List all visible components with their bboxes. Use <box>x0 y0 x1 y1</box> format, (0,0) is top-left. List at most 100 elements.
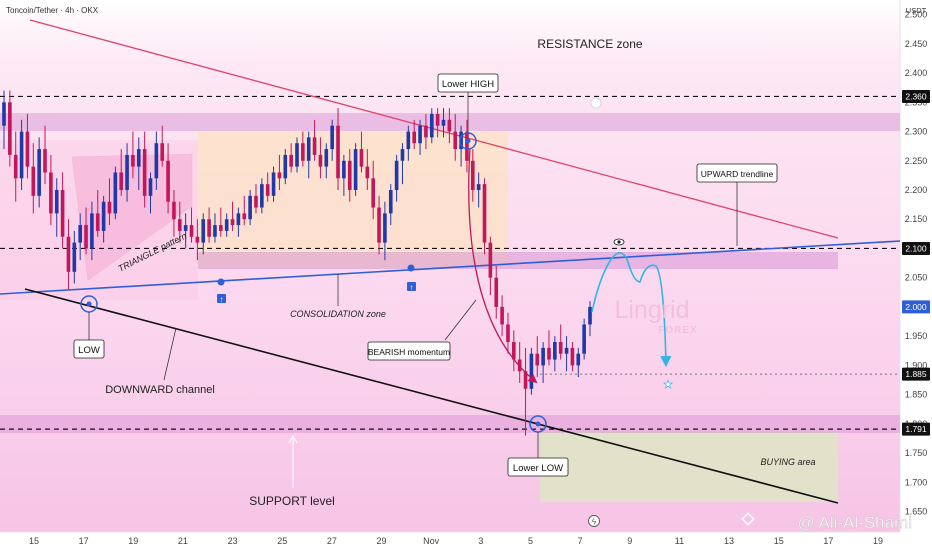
candle-body <box>488 242 493 278</box>
candle-body <box>429 114 434 138</box>
candle-body <box>547 347 551 360</box>
candle-body <box>424 125 428 138</box>
x-tick-label: 15 <box>774 536 784 546</box>
candle-body <box>136 149 141 167</box>
candle-body <box>154 143 159 179</box>
candle-body <box>512 342 516 360</box>
price-label: 2.000 <box>905 302 927 312</box>
candle-body <box>37 149 41 196</box>
x-axis: 15 17 19 21 23 25 27 29 Nov 3 5 7 9 11 13 15 17 19 <box>29 536 883 546</box>
price-label: 1.885 <box>905 369 927 379</box>
bearish-label-pointer <box>444 299 477 341</box>
candle-body <box>295 143 299 167</box>
svg-text:ϟ: ϟ <box>592 518 597 527</box>
upward-trendline-label-box <box>696 163 778 183</box>
author-watermark: @ Ali-Al-Shami <box>797 513 912 532</box>
candle-body <box>400 149 405 161</box>
candle-body <box>283 154 288 179</box>
candle-body <box>482 184 487 243</box>
candle-body <box>277 172 282 179</box>
price-label: 2.360 <box>905 91 927 101</box>
candle-body <box>353 149 358 190</box>
downward-channel-pointer <box>163 327 177 381</box>
author-logo-icon <box>741 512 755 526</box>
price-label-box <box>902 422 930 436</box>
candle-body <box>377 207 381 243</box>
candle-body <box>60 190 65 237</box>
support-level-label: SUPPORT level <box>249 494 335 508</box>
x-tick-label: Nov <box>423 536 440 546</box>
lingrid-logo: Lingrid <box>614 296 689 324</box>
candle-body <box>271 172 276 196</box>
candles <box>2 90 592 436</box>
support-arrowhead <box>288 434 298 444</box>
candle-body <box>49 172 53 214</box>
candle-body <box>312 137 317 155</box>
lower-high-marker <box>459 132 477 150</box>
candle-body <box>125 154 129 190</box>
candle-body <box>435 114 440 126</box>
candle-body <box>107 201 112 214</box>
resistance-trendline <box>29 19 839 239</box>
x-tick-label: 13 <box>724 536 734 546</box>
candle-body <box>324 149 329 167</box>
candle-body <box>342 160 346 179</box>
low-label-box <box>73 339 105 359</box>
candle-body <box>54 190 59 214</box>
y-tick-label: 2.050 <box>905 273 928 283</box>
candle-body <box>517 359 522 372</box>
candle-body <box>177 219 182 231</box>
x-tick-label: 5 <box>528 536 533 546</box>
x-tick-label: 3 <box>478 536 483 546</box>
candle-body <box>25 131 30 167</box>
candle-body <box>506 324 510 342</box>
up-arrow-icon-2 <box>407 282 416 291</box>
candle-body <box>330 125 334 150</box>
candle-body <box>131 154 135 167</box>
candle-body <box>336 125 340 179</box>
lightning-icon[interactable]: ϟ <box>588 515 600 527</box>
candle-body <box>248 195 252 220</box>
candle-body <box>172 201 176 220</box>
bearish-momentum-label: BEARISH momentum <box>368 347 450 357</box>
candle-body <box>306 137 311 161</box>
candle-body <box>494 277 499 307</box>
candle-body <box>72 242 77 272</box>
candle-body <box>19 131 24 179</box>
candle-body <box>453 131 458 150</box>
candle-body <box>195 236 200 243</box>
candle-body <box>242 213 247 220</box>
candle-body <box>564 347 569 354</box>
candle-body <box>394 160 399 190</box>
candle-body <box>95 213 100 231</box>
resistance-zone-label: RESISTANCE zone <box>537 37 642 51</box>
x-tick-label: 17 <box>823 536 833 546</box>
candle-body <box>529 353 534 389</box>
lower-high-label: Lower HIGH <box>442 79 494 90</box>
candle-body <box>224 219 229 231</box>
candle-body <box>289 154 293 167</box>
y-tick-label: 1.750 <box>905 448 928 458</box>
candle-body <box>201 219 206 243</box>
x-tick-label: 21 <box>178 536 188 546</box>
candle-body <box>160 143 165 161</box>
candle-body <box>113 172 118 214</box>
candle-body <box>570 347 575 366</box>
price-labels: 2.360 2.100 2.000 1.885 1.791 <box>902 89 930 436</box>
target-star-icon: ★ <box>663 379 673 391</box>
price-label-box <box>902 89 930 103</box>
bearish-momentum-label-box <box>367 341 451 361</box>
candle-body <box>13 154 18 179</box>
up-arrow-glyph: ↑ <box>220 295 224 304</box>
candle-body <box>359 149 364 167</box>
candle-body <box>66 236 71 272</box>
candle-body <box>189 225 194 237</box>
upward-trendline <box>0 240 901 295</box>
candle-body <box>418 125 422 144</box>
candle-body <box>8 102 12 155</box>
lingrid-logo-sub: FOREX <box>658 325 697 336</box>
x-tick-label: 29 <box>377 536 387 546</box>
candle-body <box>254 195 258 208</box>
y-tick-label: 2.300 <box>905 127 928 137</box>
